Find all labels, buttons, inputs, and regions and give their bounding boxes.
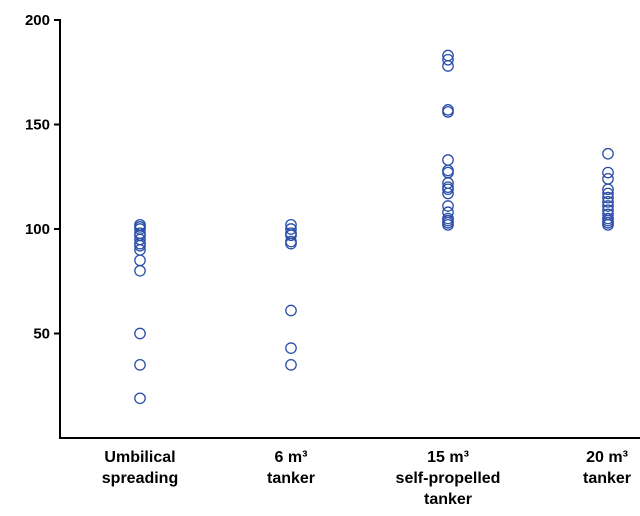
x-category-label-line: tanker xyxy=(583,470,631,487)
x-category-label-line: 6 m³ xyxy=(275,449,308,466)
data-point xyxy=(442,187,454,200)
data-point xyxy=(602,200,614,212)
data-point xyxy=(285,358,297,371)
x-category-label: 6 m³ tanker xyxy=(267,449,315,487)
x-category-label-line: 15 m³ xyxy=(427,449,469,466)
x-category-label-line: Umbilical xyxy=(104,449,175,466)
data-point xyxy=(442,218,454,231)
data-point xyxy=(602,183,614,196)
data-point xyxy=(285,304,297,317)
y-tick-label: 150 xyxy=(25,117,50,134)
data-point xyxy=(134,327,146,340)
data-point xyxy=(442,200,454,212)
x-category-label-line: tanker xyxy=(267,470,315,487)
data-point xyxy=(442,60,454,72)
data-point xyxy=(285,342,297,354)
data-point xyxy=(134,392,146,405)
data-point xyxy=(285,237,297,250)
data-point xyxy=(442,106,454,118)
data-point xyxy=(602,166,614,179)
data-point xyxy=(134,358,146,371)
data-point xyxy=(602,172,614,185)
y-tick-label: 200 xyxy=(25,12,50,29)
data-point xyxy=(285,223,297,235)
x-category-label: 15 m³ self-propelled tanker xyxy=(396,449,501,508)
data-point xyxy=(134,254,146,267)
data-point xyxy=(285,229,297,242)
data-points xyxy=(134,49,614,405)
data-point xyxy=(442,53,454,66)
x-category-label: 20 m³ tanker xyxy=(583,449,631,487)
data-point xyxy=(602,218,614,231)
data-point xyxy=(442,154,454,166)
data-point xyxy=(602,195,614,208)
data-point xyxy=(134,239,146,252)
x-category-label-line: 20 m³ xyxy=(586,449,628,466)
y-tick-label: 50 xyxy=(33,326,50,343)
y-tick-label: 100 xyxy=(25,221,50,238)
data-point xyxy=(442,183,454,196)
x-category-label: Umbilical spreading xyxy=(102,449,178,487)
x-category-label-line: tanker xyxy=(424,491,472,508)
x-category-label-line: self-propelled xyxy=(396,470,501,487)
x-category-label-line: spreading xyxy=(102,470,178,487)
data-point xyxy=(134,264,146,277)
y-axis-ticks: 50 100 150 200 xyxy=(25,12,60,343)
data-point xyxy=(602,187,614,200)
x-axis-category-labels: Umbilical spreading 6 m³ tanker 15 m³ self-pr… xyxy=(102,449,631,508)
data-point xyxy=(602,147,614,160)
data-point xyxy=(602,191,614,204)
